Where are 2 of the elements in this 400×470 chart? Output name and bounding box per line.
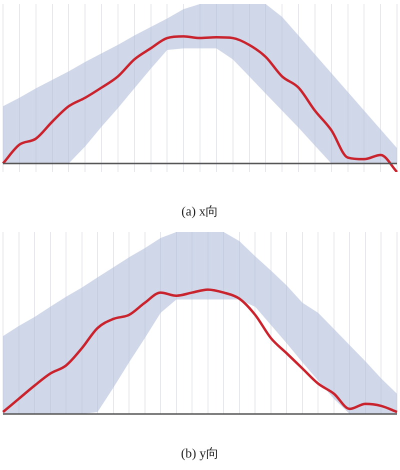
text: (a) x向	[181, 204, 219, 219]
text: (b) y向	[181, 446, 219, 461]
